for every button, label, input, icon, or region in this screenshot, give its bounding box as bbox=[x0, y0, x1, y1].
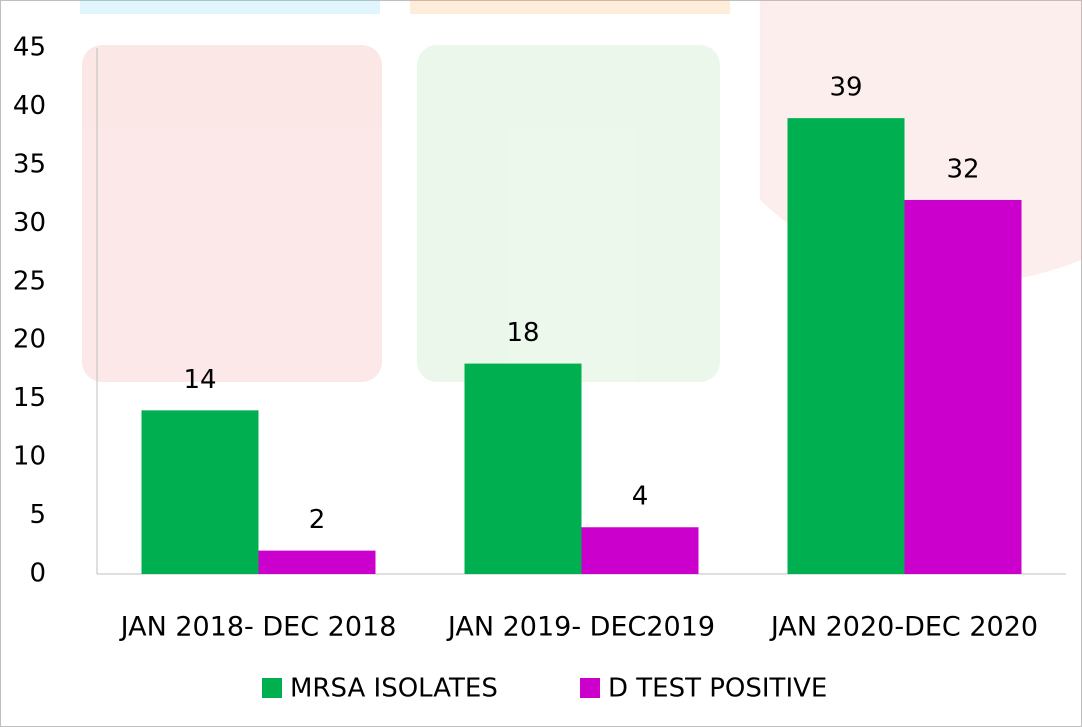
watermark-tile bbox=[417, 45, 720, 382]
legend-label: D TEST POSITIVE bbox=[608, 674, 827, 704]
x-tick-label: JAN 2020-DEC 2020 bbox=[769, 612, 1038, 643]
legend-swatch bbox=[580, 678, 600, 698]
bar bbox=[581, 527, 699, 574]
y-tick-label: 15 bbox=[13, 383, 46, 413]
bar bbox=[141, 410, 259, 574]
value-label: 32 bbox=[946, 154, 979, 184]
watermark-tile bbox=[410, 0, 730, 14]
value-label: 2 bbox=[309, 505, 326, 535]
bar bbox=[787, 118, 905, 574]
watermark-tile bbox=[82, 45, 382, 382]
value-label: 18 bbox=[506, 318, 539, 348]
watermark-tile bbox=[80, 0, 380, 14]
bar bbox=[258, 550, 376, 574]
bar bbox=[464, 363, 582, 574]
x-tick-label: JAN 2018- DEC 2018 bbox=[119, 612, 397, 643]
value-label: 14 bbox=[183, 365, 216, 395]
bar bbox=[904, 199, 1022, 574]
y-tick-label: 25 bbox=[13, 266, 46, 296]
y-tick-label: 5 bbox=[29, 500, 46, 530]
y-tick-label: 30 bbox=[13, 208, 46, 238]
y-tick-label: 20 bbox=[13, 325, 46, 355]
value-label: 4 bbox=[632, 482, 649, 512]
legend-label: MRSA ISOLATES bbox=[290, 674, 498, 704]
y-tick-label: 35 bbox=[13, 149, 46, 179]
y-tick-label: 45 bbox=[13, 33, 46, 63]
value-label: 39 bbox=[829, 73, 862, 103]
x-tick-label: JAN 2019- DEC2019 bbox=[446, 612, 715, 643]
y-tick-label: 10 bbox=[13, 442, 46, 472]
y-tick-label: 0 bbox=[29, 559, 46, 589]
legend-swatch bbox=[262, 678, 282, 698]
y-tick-label: 40 bbox=[13, 91, 46, 121]
